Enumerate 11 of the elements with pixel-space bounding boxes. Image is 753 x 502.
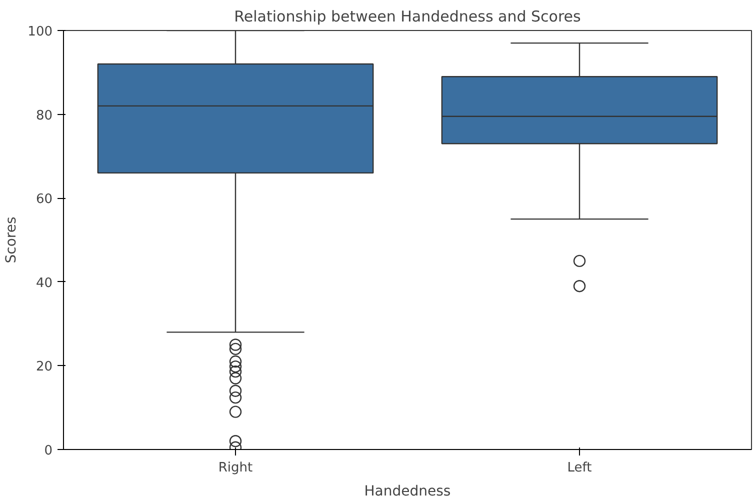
x-tick-label: Right xyxy=(218,460,253,476)
y-tick-label: 0 xyxy=(44,444,53,458)
x-tick-label: Left xyxy=(567,460,592,476)
chart-title: Relationship between Handedness and Scores xyxy=(234,8,582,26)
y-tick-label: 80 xyxy=(36,108,53,124)
y-tick-label: 20 xyxy=(36,360,53,375)
y-tick-label: 100 xyxy=(28,24,53,40)
y-tick-label: 60 xyxy=(36,192,53,208)
y-tick-label: 40 xyxy=(36,276,53,291)
y-axis-title: Scores xyxy=(4,216,20,264)
x-axis-title: Handedness xyxy=(364,484,451,500)
